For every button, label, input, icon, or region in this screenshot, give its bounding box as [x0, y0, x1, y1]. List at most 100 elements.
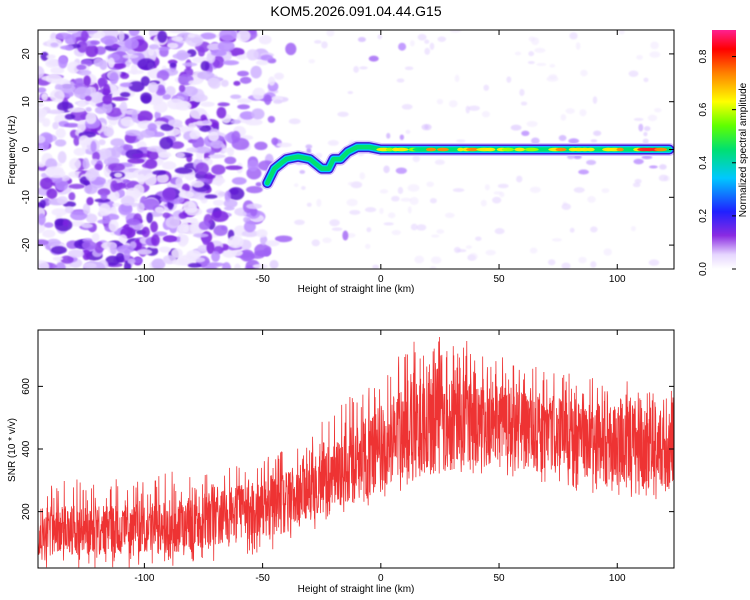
spectrogram-noise-blob	[534, 47, 546, 53]
spectrogram-noise-blob	[136, 249, 153, 255]
spectrogram-noise-blob	[230, 119, 241, 125]
spectrogram-noise-blob	[407, 206, 412, 214]
spectrogram-noise-blob	[136, 110, 153, 123]
spectrogram-noise-blob	[38, 107, 48, 117]
snr-series-line	[38, 336, 674, 568]
spectrogram-noise-blob	[67, 30, 79, 34]
spectrogram-noise-blob	[528, 51, 535, 57]
spectrogram-noise-blob	[43, 222, 54, 228]
spectrogram-noise-blob	[590, 139, 598, 143]
spectrogram-noise-blob	[547, 259, 556, 266]
spectrogram-noise-blob	[76, 64, 87, 71]
spectrogram-noise-blob	[285, 42, 297, 56]
spectrogram-noise-blob	[647, 114, 658, 122]
spectrogram-noise-blob	[102, 94, 113, 105]
spectrogram-noise-blob	[449, 30, 462, 33]
spectrogram-noise-blob	[176, 49, 188, 61]
spectrogram-noise-blob	[174, 167, 193, 174]
spectrogram-noise-blob	[105, 255, 120, 266]
spectrogram-noise-blob	[195, 162, 209, 176]
spectrogram-noise-blob	[41, 92, 49, 101]
spectrogram-noise-blob	[82, 157, 90, 170]
spectrogram-noise-blob	[208, 131, 219, 142]
spectrogram-noise-blob	[206, 52, 216, 64]
spectrogram-noise-blob	[169, 141, 185, 149]
spectrogram-noise-blob	[568, 138, 580, 144]
spectrogram-noise-blob	[430, 256, 442, 264]
colorbar-tick-label: 0.6	[698, 102, 709, 116]
spectrogram-noise-blob	[198, 221, 211, 231]
snr-x-label: Height of straight line (km)	[298, 584, 415, 595]
spectrogram-noise-blob	[560, 114, 567, 121]
spectrogram-noise-blob	[68, 183, 85, 189]
spectrogram-noise-blob	[265, 240, 280, 247]
spectrogram-noise-blob	[391, 195, 400, 202]
spectrogram-noise-blob	[506, 76, 512, 83]
spectrogram-noise-blob	[575, 42, 581, 50]
spectrogram-noise-blob	[84, 95, 92, 102]
spectrogram-noise-blob	[60, 175, 71, 182]
spectrogram-y-label: Frequency (Hz)	[7, 116, 18, 185]
spectrogram-noise-blob	[658, 174, 669, 182]
spectrogram-noise-blob	[401, 104, 413, 110]
spectrogram-noise-blob	[359, 172, 366, 180]
spectrogram-noise-blob	[120, 172, 137, 179]
spectrogram-noise-blob	[67, 107, 86, 113]
spectrogram-noise-blob	[210, 210, 229, 223]
spectrogram-ridge-hotspot	[385, 147, 394, 152]
spectrogram-noise-blob	[119, 92, 131, 98]
spectrogram-noise-blob	[231, 249, 243, 257]
spectrogram-noise-blob	[69, 157, 82, 171]
spectrogram-noise-blob	[139, 129, 156, 138]
spectrogram-noise-blob	[239, 111, 255, 120]
spectrogram-noise-blob	[152, 170, 167, 176]
spectrogram-noise-blob	[273, 99, 283, 104]
spectrogram-noise-blob	[658, 164, 667, 170]
spectrogram-noise-blob	[157, 46, 171, 51]
spectrogram-noise-blob	[203, 174, 216, 180]
spectrogram-noise-blob	[197, 71, 215, 80]
spectrogram-noise-blob	[456, 139, 466, 143]
spectrogram-noise-blob	[233, 80, 241, 86]
spectrogram-noise-blob	[350, 181, 363, 189]
spectrogram-noise-blob	[643, 77, 649, 83]
spectrogram-noise-blob	[327, 139, 339, 146]
spectrogram-noise-blob	[407, 184, 420, 192]
spectrogram-noise-blob	[82, 203, 91, 215]
spectrogram-noise-blob	[372, 264, 379, 269]
spectrogram-ridge-hotspot	[616, 147, 624, 152]
spectrogram-noise-blob	[184, 207, 203, 216]
spectrogram-noise-blob	[641, 155, 653, 160]
spectrogram-noise-blob	[468, 105, 480, 111]
spectrogram-noise-blob	[396, 78, 405, 83]
spectrogram-noise-blob	[38, 161, 46, 168]
spectrogram-noise-blob	[175, 177, 183, 188]
spectrogram-noise-blob	[263, 247, 271, 257]
spectrogram-noise-blob	[314, 40, 322, 44]
spectrogram-noise-blob	[81, 240, 97, 251]
spectrogram-noise-blob	[578, 169, 589, 175]
spectrogram-noise-blob	[212, 199, 225, 206]
spectrogram-noise-blob	[217, 40, 235, 52]
spectrogram-noise-blob	[50, 66, 65, 75]
spectrogram-noise-blob	[271, 137, 279, 146]
spectrogram-noise-blob	[55, 128, 66, 139]
spectrogram-noise-blob	[153, 100, 168, 113]
spectrogram-noise-blob	[395, 167, 407, 174]
spectrogram-noise-blob	[157, 30, 168, 43]
spectrogram-noise-blob	[223, 199, 238, 208]
spectrogram-noise-blob	[89, 91, 105, 104]
spectrogram-noise-blob	[107, 156, 119, 164]
spectrogram-noise-blob	[429, 42, 435, 50]
snr-y-tick-label: 200	[21, 503, 32, 520]
spectrogram-noise-blob	[38, 135, 46, 144]
spectrogram-x-ticks: -100 -50 0 50 100	[134, 30, 626, 285]
spectrogram-noise-blob	[102, 101, 113, 114]
spectrogram-noise-blob	[38, 65, 45, 79]
spectrogram-noise-blob	[347, 91, 354, 95]
spectrogram-noise-blob	[436, 229, 445, 234]
spectrogram-noise-blob	[108, 219, 119, 232]
spectrogram-noise-blob	[210, 49, 227, 57]
spectrogram-noise-blob	[510, 124, 522, 131]
